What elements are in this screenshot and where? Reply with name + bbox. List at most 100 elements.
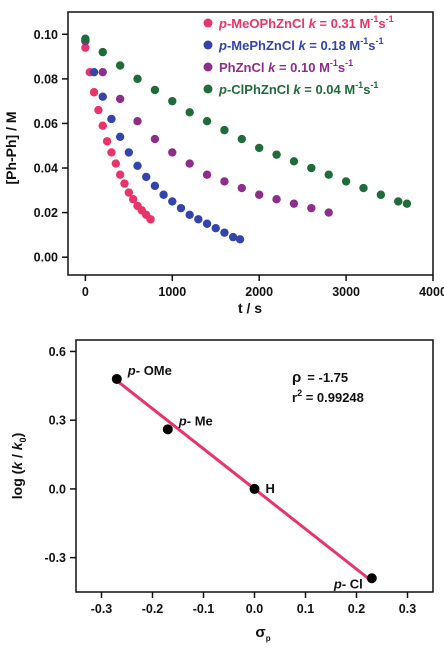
kinetics-y-axis-title: [Ph-Ph] / M	[3, 111, 19, 184]
data-point	[120, 179, 129, 188]
legend-entry: p-MePhZnCl k = 0.18 M-1s-1	[203, 36, 384, 53]
data-point	[185, 108, 194, 117]
data-point	[235, 235, 245, 244]
data-point	[111, 159, 121, 168]
data-point	[150, 181, 160, 191]
x-tick-label: -0.1	[193, 602, 215, 616]
data-point	[366, 573, 377, 584]
data-point	[272, 150, 281, 159]
data-point	[142, 172, 151, 182]
data-point	[102, 137, 112, 146]
data-point	[107, 114, 116, 124]
data-point	[202, 170, 212, 179]
data-point	[237, 134, 247, 144]
point-label: p- Me	[178, 413, 213, 428]
data-point	[168, 96, 177, 106]
data-point	[150, 134, 160, 144]
data-point	[220, 177, 229, 186]
data-point	[211, 223, 220, 233]
hammett-point: p- OMe	[111, 363, 172, 384]
data-point	[107, 148, 116, 157]
data-point	[89, 88, 99, 97]
y-tick-label: 0.00	[34, 251, 58, 265]
data-point	[249, 483, 260, 494]
data-point	[289, 157, 299, 166]
legend-entry: PhZnCl k = 0.10 M-1s-1	[203, 58, 353, 75]
x-tick-label: -0.3	[91, 602, 113, 616]
data-point	[307, 163, 316, 173]
hammett-y-ticks: -0.3 0.0 0.3 0.6	[44, 345, 76, 565]
kinetics-chart: 0 1000 2000 3000 4000 0.000.020.040.060.080.…	[3, 11, 444, 316]
data-point	[168, 197, 177, 206]
x-tick-label: 0.1	[297, 602, 314, 616]
data-point	[159, 190, 168, 199]
kinetics-plot-frame	[67, 11, 434, 276]
data-point	[133, 74, 142, 84]
kinetics-x-ticks: 0 1000 2000 3000 4000	[82, 275, 444, 299]
point-label: H	[266, 481, 275, 496]
data-point	[220, 228, 229, 237]
data-point	[272, 195, 281, 204]
data-point	[98, 92, 107, 101]
y-tick-label: -0.3	[44, 551, 66, 565]
legend-entry: p-MeOPhZnCl k = 0.31 M-1s-1	[203, 14, 394, 31]
y-tick-label: 0.6	[49, 345, 66, 359]
data-point	[289, 199, 299, 208]
data-point	[376, 190, 386, 199]
hammett-points-group: p- OMe p- Me Hp- Cl	[111, 363, 377, 591]
x-tick-label: 4000	[419, 285, 444, 299]
data-point	[115, 170, 125, 179]
hammett-x-axis-title: σp	[255, 624, 270, 643]
hammett-chart: p- OMe p- Me Hp- Cl -0.3 -0.2 -0.1 0.0 0.1 0.2 0…	[9, 339, 434, 643]
legend-entry: p-ClPhZnCl k = 0.04 M-1s-1	[203, 80, 378, 97]
data-point	[133, 117, 142, 126]
y-tick-label: 0.04	[34, 162, 58, 176]
hammett-y-axis-title: log (k / k0)	[9, 433, 28, 500]
data-point	[168, 148, 177, 157]
data-point	[115, 94, 125, 104]
point-label: p- Cl	[333, 576, 363, 591]
legend-label: p-ClPhZnCl k = 0.04 M-1s-1	[218, 80, 378, 97]
data-point	[254, 143, 264, 153]
data-point	[98, 47, 107, 57]
data-point	[341, 177, 351, 186]
x-tick-label: 0.0	[246, 602, 263, 616]
regression-line	[112, 377, 374, 583]
data-point	[202, 117, 212, 126]
data-point	[194, 215, 203, 224]
data-point	[185, 210, 194, 220]
y-tick-label: 0.06	[34, 117, 58, 131]
kinetics-x-axis-title: t / s	[238, 300, 262, 316]
data-point	[402, 199, 412, 208]
y-tick-label: 0.10	[34, 28, 58, 42]
data-point	[98, 67, 107, 77]
kinetics-legend: p-MeOPhZnCl k = 0.31 M-1s-1 p-MePhZnCl k…	[203, 14, 394, 97]
legend-marker	[203, 18, 213, 28]
data-point	[394, 197, 403, 206]
x-tick-label: 0.3	[399, 602, 416, 616]
data-series	[81, 43, 155, 224]
data-point	[324, 170, 333, 179]
data-point	[359, 183, 368, 193]
data-point	[111, 373, 122, 384]
y-tick-label: 0.08	[34, 72, 58, 86]
x-tick-label: 0.2	[348, 602, 365, 616]
kinetics-series-group	[81, 34, 412, 244]
legend-marker	[203, 40, 213, 50]
data-point	[115, 132, 125, 142]
point-label: p- OMe	[127, 363, 172, 378]
hammett-point: p- Cl	[333, 573, 377, 591]
data-point	[185, 159, 194, 168]
data-point	[202, 219, 212, 228]
hammett-point: H	[249, 481, 275, 496]
x-tick-label: 1000	[158, 285, 186, 299]
data-point	[220, 125, 229, 135]
legend-label: p-MeOPhZnCl k = 0.31 M-1s-1	[218, 14, 394, 31]
data-point	[150, 85, 160, 95]
data-point	[115, 61, 125, 70]
r2-annotation: r2 = 0.99248	[292, 388, 364, 405]
y-tick-label: 0.0	[49, 482, 66, 496]
data-point	[124, 188, 134, 197]
